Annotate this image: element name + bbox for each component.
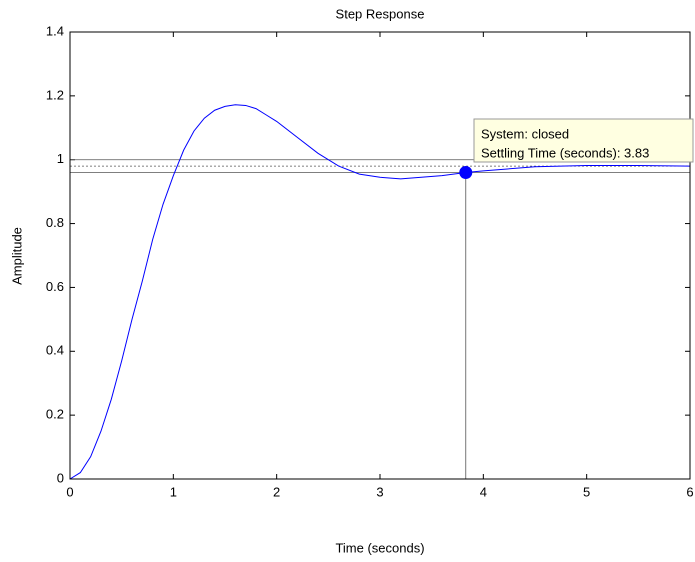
x-tick-label: 6	[686, 484, 693, 499]
y-tick-label: 1.2	[46, 87, 64, 102]
datatip-text: Settling Time (seconds): 3.83	[481, 145, 649, 160]
x-axis-label: Time (seconds)	[335, 540, 424, 555]
settling-marker	[459, 165, 473, 179]
plot-area	[70, 32, 690, 479]
chart-title: Step Response	[336, 6, 425, 21]
y-tick-label: 0	[57, 470, 64, 485]
axes-box	[69, 31, 691, 480]
x-tick-label: 4	[480, 484, 487, 499]
x-tick-label: 1	[170, 484, 177, 499]
x-tick-label: 2	[273, 484, 280, 499]
x-tick-label: 0	[66, 484, 73, 499]
x-tick-label: 5	[583, 484, 590, 499]
y-tick-label: 0.4	[46, 343, 64, 358]
datatip-box	[473, 118, 694, 163]
y-tick-label: 1	[57, 151, 64, 166]
response-line	[69, 104, 691, 480]
y-axis-label: Amplitude	[9, 227, 24, 285]
datatip-text: System: closed	[481, 126, 569, 141]
y-tick-label: 0.2	[46, 407, 64, 422]
y-tick-label: 0.6	[46, 279, 64, 294]
y-tick-label: 0.8	[46, 215, 64, 230]
x-tick-label: 3	[376, 484, 383, 499]
y-tick-label: 1.4	[46, 23, 64, 38]
